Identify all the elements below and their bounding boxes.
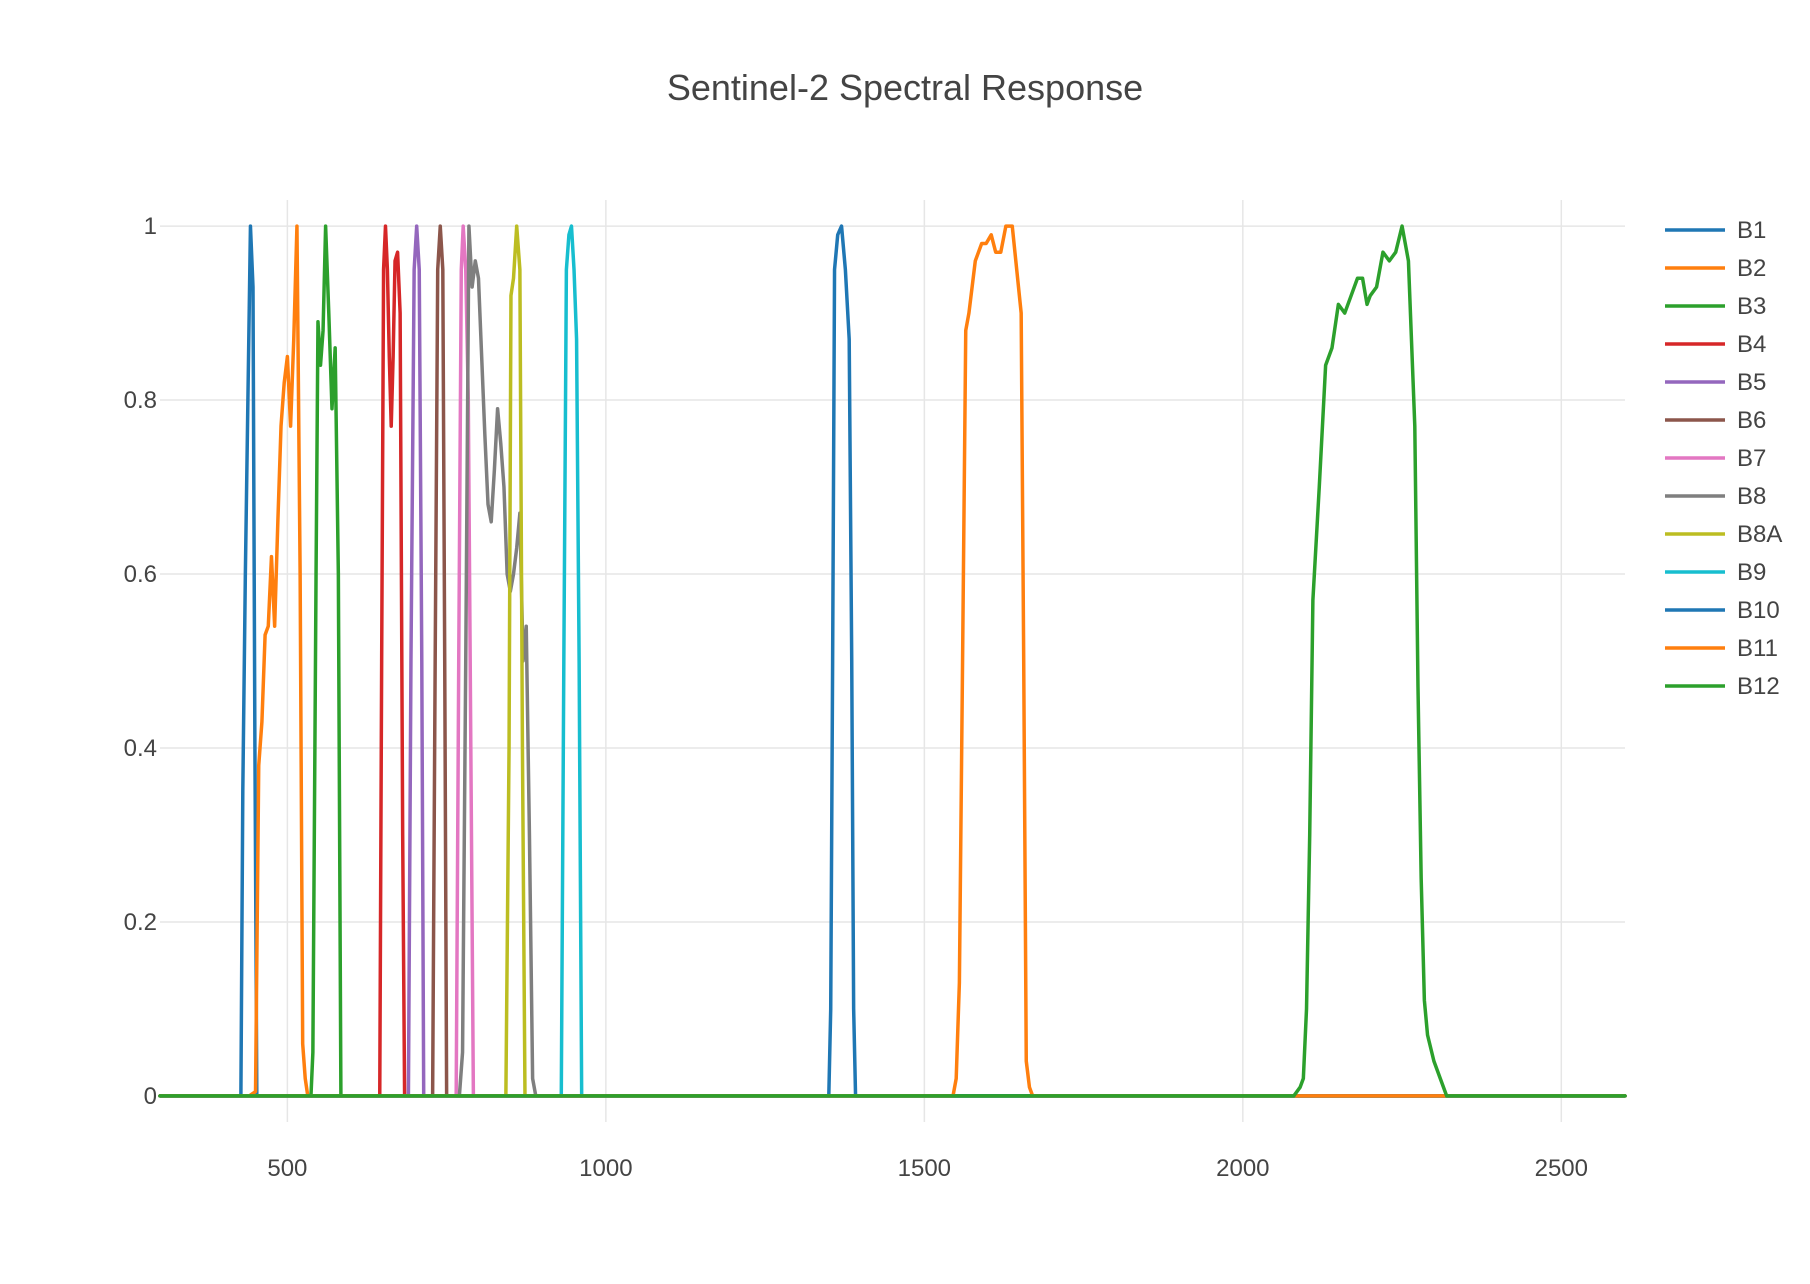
legend-label: B9 (1737, 559, 1766, 586)
legend-item-b11[interactable]: B11 (1665, 635, 1778, 662)
legend-item-b4[interactable]: B4 (1665, 331, 1766, 358)
legend: B1 B2 B3 B4 B5 B6 B7 B8 B8A B9 B10 B11 B12 (1665, 217, 1782, 700)
legend-item-b2[interactable]: B2 (1665, 255, 1766, 282)
series-line-b6 (158, 224, 1627, 1098)
legend-item-b8a[interactable]: B8A (1665, 521, 1782, 548)
legend-item-b3[interactable]: B3 (1665, 293, 1766, 320)
x-tick-label: 2000 (1216, 1155, 1269, 1182)
legend-label: B1 (1737, 217, 1766, 244)
legend-label: B10 (1737, 597, 1780, 624)
y-tick-label: 0 (144, 1083, 157, 1110)
legend-item-b5[interactable]: B5 (1665, 369, 1766, 396)
legend-label: B8 (1737, 483, 1766, 510)
legend-label: B3 (1737, 293, 1766, 320)
series-line-b8a (158, 224, 1627, 1098)
series-line-b7 (158, 224, 1627, 1098)
legend-item-b1[interactable]: B1 (1665, 217, 1766, 244)
series-line-b5 (158, 224, 1627, 1098)
series-line-b3 (158, 224, 1627, 1098)
legend-label: B2 (1737, 255, 1766, 282)
series-line-b11 (158, 224, 1627, 1098)
legend-label: B12 (1737, 673, 1780, 700)
plot-area (158, 224, 1627, 1098)
legend-label: B6 (1737, 407, 1766, 434)
legend-label: B4 (1737, 331, 1766, 358)
series-line-b10 (158, 224, 1627, 1098)
legend-label: B8A (1737, 521, 1782, 548)
x-tick-label: 1000 (579, 1155, 632, 1182)
y-tick-label: 0.6 (124, 561, 157, 588)
axes: 500 1000 1500 2000 2500 0 0.2 0.4 0.6 0.8 1 (124, 213, 1588, 1182)
x-tick-label: 1500 (898, 1155, 951, 1182)
legend-item-b6[interactable]: B6 (1665, 407, 1766, 434)
series-line-b8 (158, 224, 1627, 1098)
y-tick-label: 0.2 (124, 909, 157, 936)
series-line-b4 (158, 224, 1627, 1098)
legend-item-b12[interactable]: B12 (1665, 673, 1780, 700)
x-tick-label: 2500 (1535, 1155, 1588, 1182)
legend-label: B5 (1737, 369, 1766, 396)
legend-item-b8[interactable]: B8 (1665, 483, 1766, 510)
legend-item-b10[interactable]: B10 (1665, 597, 1780, 624)
y-tick-label: 1 (144, 213, 157, 240)
series-line-b12 (158, 224, 1627, 1098)
series-line-b2 (158, 224, 1627, 1098)
chart-title: Sentinel-2 Spectral Response (667, 67, 1143, 108)
legend-label: B7 (1737, 445, 1766, 472)
y-tick-label: 0.4 (124, 735, 157, 762)
series-line-b9 (158, 224, 1627, 1098)
legend-label: B11 (1737, 635, 1778, 662)
legend-item-b7[interactable]: B7 (1665, 445, 1766, 472)
x-tick-label: 500 (267, 1155, 307, 1182)
legend-item-b9[interactable]: B9 (1665, 559, 1766, 586)
y-tick-label: 0.8 (124, 387, 157, 414)
